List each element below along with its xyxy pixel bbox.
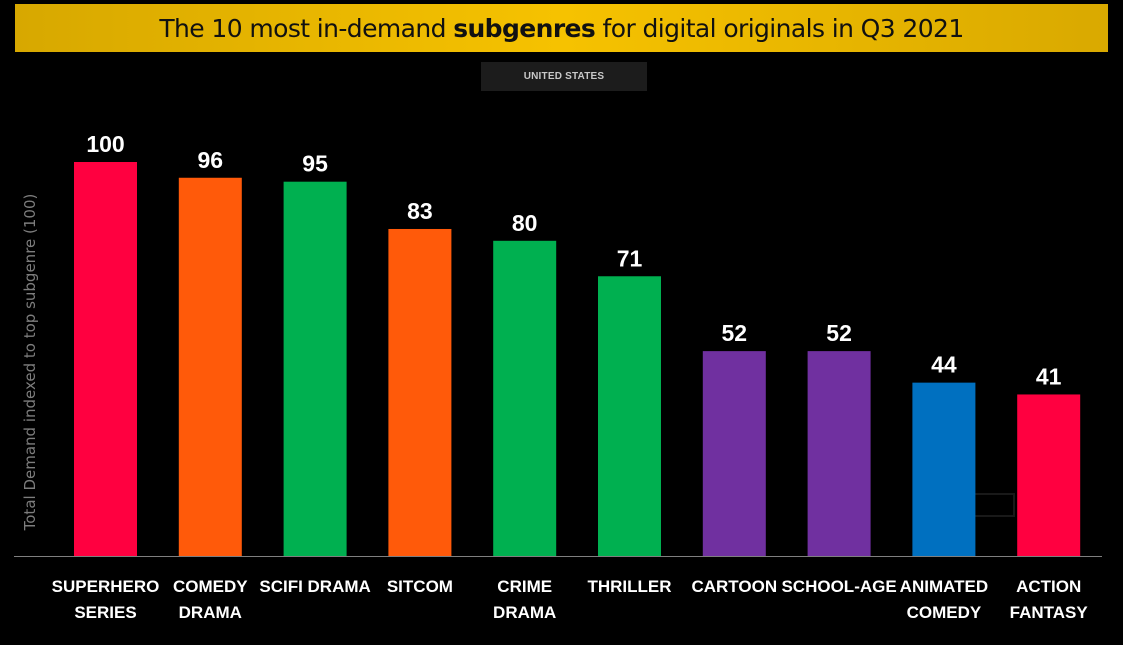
category-label: SCIFI DRAMA — [259, 577, 370, 596]
bar-value-label: 52 — [826, 320, 852, 346]
category-label: THRILLER — [587, 577, 671, 596]
bar-value-label: 71 — [617, 245, 643, 271]
category-label-line: THRILLER — [587, 577, 671, 596]
category-label: SCHOOL-AGE — [781, 577, 896, 596]
bar-value-label: 80 — [512, 210, 538, 236]
category-label-line: SUPERHERO — [52, 577, 160, 596]
category-label-line: SCIFI DRAMA — [259, 577, 370, 596]
category-label: ACTION FANTASY — [1010, 577, 1089, 622]
category-label-line: DRAMA — [493, 603, 556, 622]
bar-5 — [598, 276, 661, 556]
bar-value-label: 44 — [931, 352, 957, 378]
category-label-line: COMEDY — [907, 603, 982, 622]
category-label-line: FANTASY — [1010, 603, 1089, 622]
category-label-line: SERIES — [74, 603, 136, 622]
bar-value-label: 95 — [302, 151, 328, 177]
bar-6 — [702, 351, 766, 556]
bar-value-label: 96 — [198, 147, 224, 173]
category-label-line: CRIME — [497, 577, 552, 596]
bar-1 — [178, 177, 242, 556]
bar-value-label: 41 — [1036, 363, 1062, 389]
category-label: COMEDY DRAMA — [173, 577, 248, 622]
category-label: ANIMATED COMEDY — [900, 577, 988, 622]
category-label: CRIME DRAMA — [493, 577, 556, 622]
title-bold: subgenres — [453, 13, 596, 43]
category-label-line: COMEDY — [173, 577, 248, 596]
bar-4 — [493, 240, 557, 557]
bar-value-label: 52 — [722, 320, 748, 346]
category-label-line: CARTOON — [691, 577, 777, 596]
title-suffix: for digital originals in Q3 2021 — [595, 13, 965, 43]
bar-0 — [74, 162, 137, 556]
bar-8 — [912, 382, 976, 556]
category-label-line: ANIMATED — [900, 577, 988, 596]
category-label-line: DRAMA — [179, 603, 242, 622]
bar-2 — [283, 181, 347, 556]
category-label-line: SCHOOL-AGE — [781, 577, 896, 596]
bar-7 — [807, 351, 871, 556]
bar-9 — [1017, 394, 1081, 556]
bar-value-label: 83 — [407, 198, 433, 224]
category-label: CARTOON — [691, 577, 777, 596]
category-label: SITCOM — [387, 577, 453, 596]
category-label-line: SITCOM — [387, 577, 453, 596]
bar-3 — [388, 228, 452, 557]
bar-value-label: 100 — [86, 131, 124, 157]
chart-title: The 10 most in-demand subgenres for digi… — [15, 4, 1108, 52]
category-label-line: ACTION — [1016, 577, 1081, 596]
region-badge: UNITED STATES — [481, 62, 647, 91]
title-prefix: The 10 most in-demand — [159, 13, 454, 43]
category-label: SUPERHERO SERIES — [52, 577, 160, 622]
